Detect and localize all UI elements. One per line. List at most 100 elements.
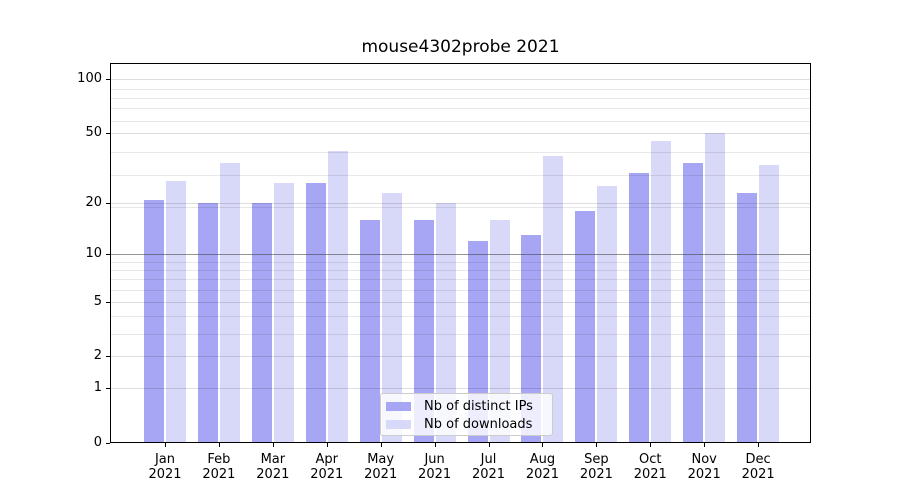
minor-gridline [111,120,810,122]
x-tick-mark [596,443,598,447]
minor-gridline [111,261,810,263]
axis-spine-left [110,63,111,443]
legend-swatch-distinct-ips [386,401,411,411]
x-tick-month: Apr [315,452,339,467]
x-tick-mark [542,443,544,447]
minor-gridline [111,97,810,99]
minor-gridline [111,279,810,281]
x-tick-year: 2021 [741,467,775,482]
x-tick-year: 2021 [310,467,344,482]
x-tick-month: Aug [529,452,556,467]
x-tick-month: May [367,452,395,467]
x-tick-month: Oct [639,452,662,467]
x-tick-mark [380,443,382,447]
minor-gridline [111,175,810,177]
x-tick-label-feb: Feb 2021 [189,452,249,482]
x-tick-mark [758,443,760,447]
bar-distinct-ips-jul [467,240,488,443]
plot-area [110,63,811,443]
x-tick-label-nov: Nov 2021 [674,452,734,482]
bar-distinct-ips-dec [737,192,758,443]
y-tick-mark [106,356,110,358]
x-tick-mark [704,443,706,447]
gridline-y-1 [111,388,810,390]
y-tick-mark [106,301,110,303]
x-tick-mark [488,443,490,447]
bar-distinct-ips-apr [305,183,326,443]
x-tick-month: Feb [207,452,231,467]
bar-distinct-ips-sep [575,211,596,443]
minor-gridline [111,88,810,90]
x-tick-year: 2021 [471,467,506,482]
bar-downloads-apr [327,150,348,443]
y-tick-label: 0 [93,435,102,450]
x-tick-label-sep: Sep 2021 [566,452,626,482]
minor-gridline [111,316,810,318]
x-tick-mark [326,443,328,447]
gridline-y-100 [111,79,810,81]
minor-gridline [111,333,810,335]
y-tick-mark [106,443,110,444]
y-tick-mark [106,388,110,390]
bar-downloads-dec [759,165,780,443]
minor-gridline [111,108,810,110]
legend-item-downloads: Nb of downloads [386,415,544,433]
y-tick-mark [106,254,110,256]
bar-distinct-ips-mar [251,203,272,443]
x-tick-mark [650,443,652,447]
x-tick-mark [218,443,220,447]
axis-spine-top [110,63,811,64]
x-tick-month: Jun [424,452,445,467]
x-tick-year: 2021 [579,467,613,482]
bar-distinct-ips-feb [197,203,218,443]
minor-gridline [111,207,810,209]
bar-downloads-jan [166,180,186,443]
y-tick-mark [106,133,110,135]
x-tick-month: Sep [584,452,609,467]
x-tick-label-jun: Jun 2021 [405,452,465,482]
axis-spine-right [810,63,811,443]
x-tick-month: Dec [745,452,771,467]
y-tick-mark [106,79,110,81]
x-tick-year: 2021 [687,467,721,482]
y-tick-label: 100 [77,71,102,87]
bar-distinct-ips-jun [413,219,434,443]
gridline-y-20 [111,203,810,205]
x-tick-mark [165,443,166,447]
bar-downloads-feb [219,162,240,443]
legend-item-distinct-ips: Nb of distinct IPs [386,397,544,415]
legend: Nb of distinct IPs Nb of downloads [380,393,553,436]
x-tick-month: Jan [154,452,176,467]
x-tick-label-oct: Oct 2021 [620,452,680,482]
y-tick-label: 2 [93,348,102,364]
x-tick-year: 2021 [633,467,667,482]
minor-gridline [111,152,810,154]
y-tick-mark [106,203,110,205]
minor-gridline [111,289,810,291]
gridline-y-50 [111,133,810,135]
x-tick-label-jul: Jul 2021 [459,452,519,482]
legend-swatch-downloads [386,419,411,429]
x-tick-year: 2021 [256,467,290,482]
gridline-y-5 [111,301,810,303]
bar-downloads-jul [489,219,510,443]
x-tick-year: 2021 [148,467,182,482]
gridline-y-10 [111,254,810,256]
x-tick-year: 2021 [364,467,398,482]
y-tick-label: 50 [85,125,102,141]
y-tick-label: 10 [85,246,102,262]
legend-label-distinct-ips: Nb of distinct IPs [424,398,533,414]
x-tick-mark [434,443,436,447]
x-tick-year: 2021 [525,467,559,482]
bar-distinct-ips-may [359,219,380,443]
x-tick-label-jan: Jan 2021 [135,452,195,482]
bar-downloads-oct [651,141,672,443]
bar-distinct-ips-nov [683,162,704,443]
bar-distinct-ips-jan [144,199,164,443]
bar-downloads-mar [273,183,294,443]
x-tick-label-aug: Aug 2021 [512,452,572,482]
x-tick-label-mar: Mar 2021 [243,452,303,482]
bar-downloads-sep [597,186,618,443]
bar-downloads-nov [705,133,726,443]
